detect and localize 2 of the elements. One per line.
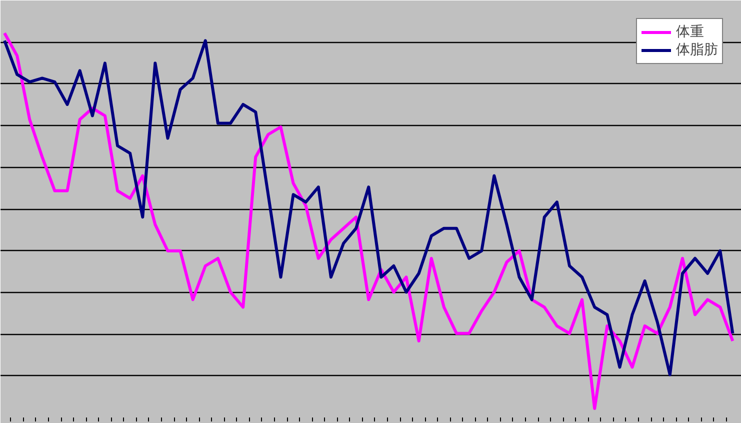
legend-label: 体重 <box>676 23 704 41</box>
legend-label: 体脂肪 <box>676 41 718 59</box>
